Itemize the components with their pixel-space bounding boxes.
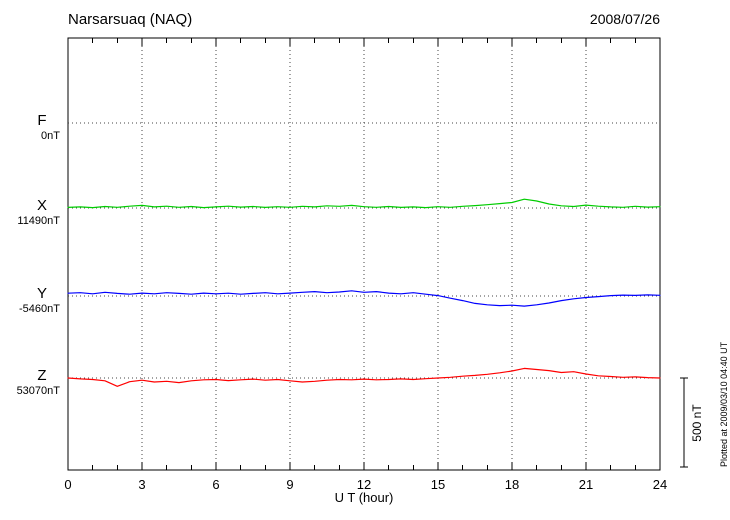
x-tick-label-18: 18 bbox=[505, 477, 519, 492]
plot-date: 2008/07/26 bbox=[590, 11, 660, 27]
x-tick-label-6: 6 bbox=[212, 477, 219, 492]
series-baseline-value-X: 11490nT bbox=[17, 215, 60, 227]
station-title: Narsarsuaq (NAQ) bbox=[68, 11, 192, 28]
x-tick-label-3: 3 bbox=[138, 477, 145, 492]
series-trace-Y bbox=[67, 290, 661, 307]
x-tick-label-21: 21 bbox=[579, 477, 593, 492]
series-label-Y: Y bbox=[37, 285, 47, 302]
series-baseline-value-F: 0nT bbox=[41, 130, 60, 142]
x-tick-label-15: 15 bbox=[431, 477, 445, 492]
scale-bar-label: 500 nT bbox=[690, 404, 704, 442]
x-tick-label-9: 9 bbox=[286, 477, 293, 492]
series-label-X: X bbox=[37, 197, 47, 214]
series-trace-Z bbox=[67, 367, 661, 387]
x-tick-label-12: 12 bbox=[357, 477, 371, 492]
series-baseline-value-Y: -5460nT bbox=[19, 303, 60, 315]
series-trace-X bbox=[67, 198, 661, 209]
series-label-F: F bbox=[37, 112, 46, 129]
x-axis-label: U T (hour) bbox=[335, 490, 394, 505]
plotted-at-note: Plotted at 2009/03/10 04:40 UT bbox=[719, 341, 729, 467]
x-tick-label-24: 24 bbox=[653, 477, 667, 492]
series-label-Z: Z bbox=[37, 367, 46, 384]
series-baseline-value-Z: 53070nT bbox=[17, 385, 61, 397]
x-tick-label-0: 0 bbox=[64, 477, 71, 492]
